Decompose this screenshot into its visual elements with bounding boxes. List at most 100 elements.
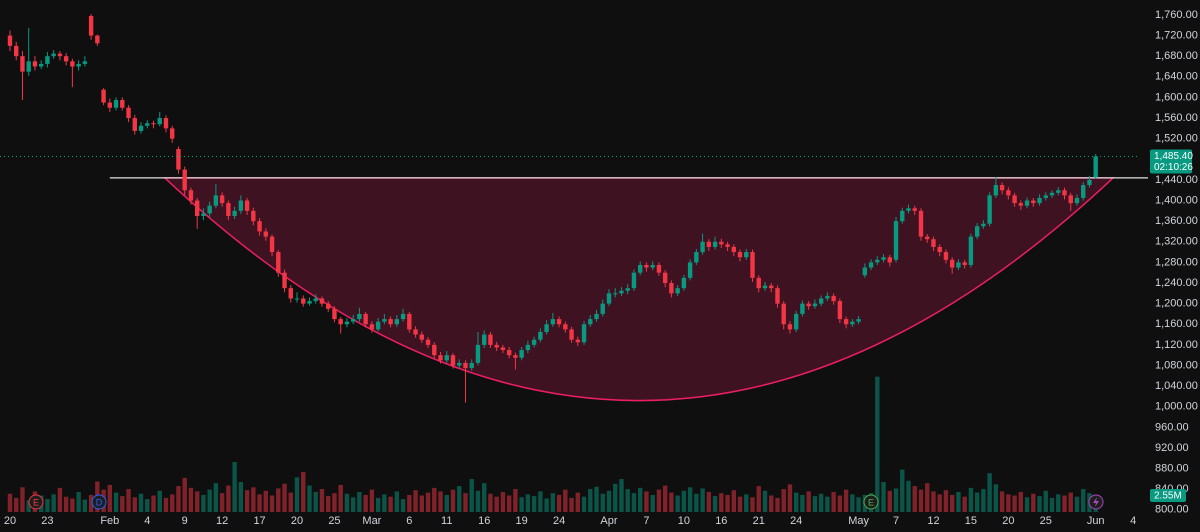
candle-body [32,61,38,67]
candle-body [101,89,106,103]
volume-bar [482,483,487,512]
x-tick-label: 21 [753,515,765,527]
y-tick-label: 1,040.00 [1155,380,1198,392]
volume-bar [213,483,219,512]
candle-body [812,303,818,307]
x-tick-label: 12 [216,515,228,527]
x-tick-label: 23 [41,515,53,527]
volume-bar [987,473,992,512]
volume-bar [338,484,343,512]
volume-bar [82,499,88,512]
volume-bar [925,483,930,512]
cup-pattern [162,177,1116,402]
candle-body [575,339,580,343]
y-tick-label: 1,200.00 [1155,298,1198,310]
volume-bar [606,490,612,512]
candle-body [613,293,618,295]
volume-bar [407,494,412,512]
candle-body [644,264,649,268]
candle-body [631,272,637,289]
candle-body [1093,156,1098,178]
x-tick-label: 9 [182,515,188,527]
candle-body [263,231,269,237]
volume-bar [357,491,362,512]
candle-body [363,313,368,325]
volume-bar [488,493,493,512]
volume-bar [63,496,69,512]
candle-body [875,259,880,263]
volume-bar [513,489,518,512]
volume-bar [151,495,156,512]
candle-body [725,244,730,247]
volume-bar [706,491,712,512]
volume-bar [14,497,19,512]
candle-body [925,236,930,240]
y-tick-label: 920.00 [1155,442,1189,454]
candle-body [419,334,425,340]
volume-bar [918,489,924,512]
volume-bar [588,489,593,512]
candle-body [182,169,187,191]
volume-bar [775,497,780,512]
volume-bar [163,497,169,512]
candle-body [719,241,724,245]
volume-bar [1062,495,1067,512]
x-tick-label: 6 [406,515,412,527]
volume-bar [700,488,705,512]
candle-body [525,344,531,351]
event-icon [863,494,879,510]
x-tick-label: 4 [1130,515,1136,527]
volume-bar [425,492,431,512]
candle-body [1068,195,1073,204]
candle-body [694,252,699,263]
volume-bar [126,489,131,512]
candle-body [949,259,955,268]
candle-body [556,319,562,325]
volume-bar [232,461,237,512]
x-tick-label: 16 [478,515,490,527]
candle-body [943,252,949,260]
candle-body [806,303,811,307]
volume-bar [731,490,736,512]
candle-body [338,319,343,325]
volume-bar [145,499,150,512]
volume-bar [1031,493,1036,512]
volume-bar [974,492,980,512]
candle-body [775,288,780,304]
volume-bar [506,495,512,512]
candle-body [63,56,69,62]
volume-bar [762,490,768,512]
volume-bar [1081,489,1086,512]
candle-body [906,208,911,211]
countdown: 02:10:26 [1154,162,1193,173]
volume-bar [251,487,256,512]
candle-body [82,61,88,64]
y-tick-label: 1,560.00 [1155,112,1198,124]
volume-bar [744,494,749,512]
candle-body [120,100,125,108]
volume-bar [625,489,630,512]
volume-bar [993,484,999,512]
x-tick-label: 24 [553,515,565,527]
volume-bar [51,494,56,512]
candle-body [438,355,443,361]
candle-body [188,190,194,201]
candle-body [151,123,156,125]
candle-body [45,56,50,64]
candle-body [38,63,44,67]
volume-bar [438,491,443,512]
volume-bar [257,494,262,512]
candle-body [176,148,181,170]
volume-bar [450,489,456,512]
candle-body [76,63,81,67]
candle-body [993,185,999,196]
candle-body [893,221,899,260]
x-tick-label: 24 [790,515,802,527]
volume-bar [837,495,843,512]
candle-body [1024,200,1030,206]
candle-body [1012,195,1017,204]
volume-bar [313,491,318,512]
candle-body [544,324,549,332]
volume-bar [113,492,119,512]
candle-body [488,334,493,345]
